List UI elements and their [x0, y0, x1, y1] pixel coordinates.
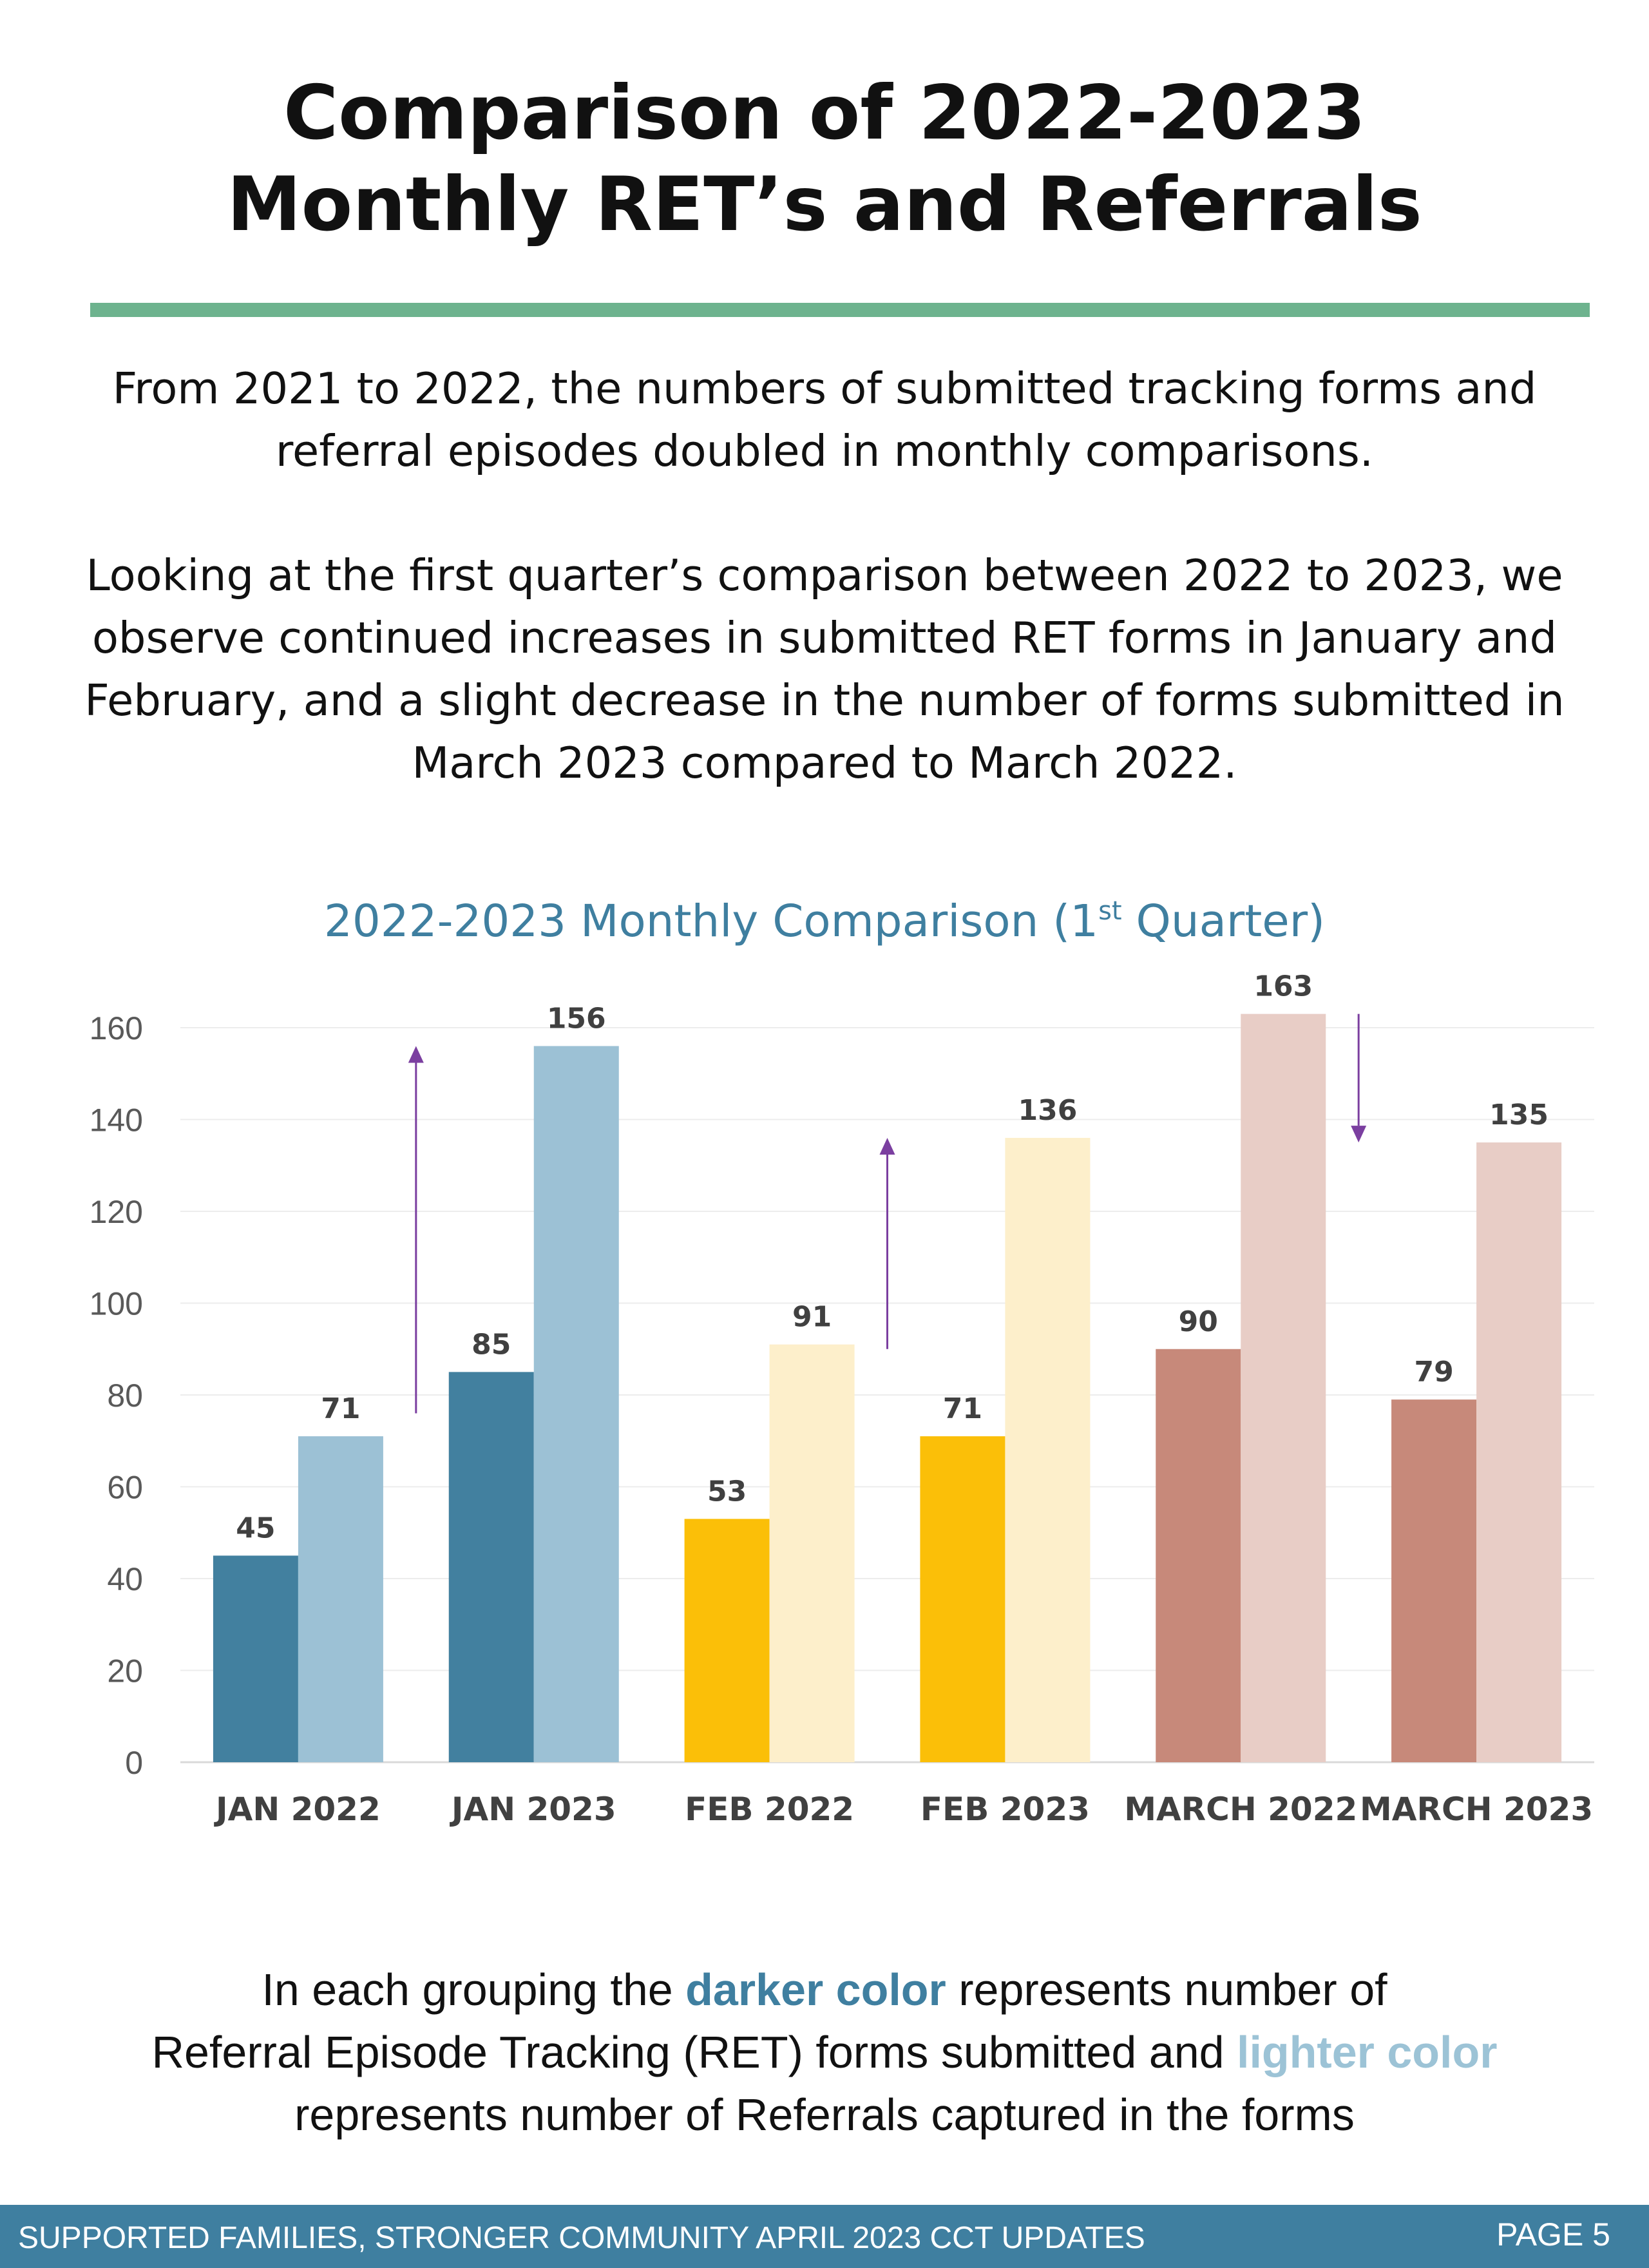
- note-line-3: represents number of Referrals captured …: [294, 2090, 1355, 2140]
- data-label: 71: [321, 1392, 360, 1425]
- y-tick-label: 40: [107, 1561, 143, 1597]
- data-label: 85: [472, 1328, 511, 1361]
- bar-referrals: [298, 1436, 383, 1762]
- intro-paragraph-1: From 2021 to 2022, the numbers of submit…: [58, 358, 1591, 483]
- bar-ret-forms: [213, 1555, 298, 1762]
- note-line-1-a: In each grouping the: [262, 1965, 686, 2015]
- note-lighter-color: lighter color: [1237, 2027, 1498, 2077]
- data-label: 79: [1414, 1356, 1453, 1389]
- chart-title-superscript: st: [1098, 896, 1122, 926]
- page-title: Comparison of 2022-2023 Monthly RET’s an…: [0, 68, 1649, 251]
- chart-title-end: Quarter): [1121, 896, 1326, 947]
- intro-p1-line-1: From 2021 to 2022, the numbers of submit…: [112, 363, 1537, 414]
- data-label: 156: [547, 1003, 606, 1035]
- bar-referrals: [533, 1046, 619, 1762]
- arrow-down-icon: [1351, 1126, 1367, 1143]
- note-line-1-c: represents number of: [946, 1965, 1387, 2015]
- x-tick-label: MARCH 2023: [1360, 1791, 1593, 1828]
- data-label: 163: [1253, 970, 1313, 1003]
- chart-title-main: 2022-2023 Monthly Comparison (1: [323, 896, 1099, 947]
- bar-ret-forms: [1391, 1399, 1477, 1762]
- y-tick-label: 160: [90, 1010, 143, 1046]
- y-tick-label: 120: [90, 1194, 143, 1230]
- footer-bar: SUPPORTED FAMILIES, STRONGER COMMUNITY A…: [0, 2205, 1649, 2268]
- bar-ret-forms: [448, 1372, 534, 1762]
- intro-p2-line-4: March 2023 compared to March 2022.: [412, 738, 1237, 788]
- title-line-1: Comparison of 2022-2023: [283, 70, 1366, 157]
- bar-referrals: [1476, 1142, 1562, 1762]
- x-tick-label: JAN 2023: [450, 1791, 616, 1828]
- x-tick-label: FEB 2022: [685, 1791, 854, 1828]
- title-divider: [90, 303, 1590, 317]
- title-line-2: Monthly RET’s and Referrals: [227, 161, 1422, 248]
- page-number: PAGE 5: [1496, 2216, 1610, 2253]
- data-label: 45: [236, 1512, 275, 1544]
- note-line-1: In each grouping the darker color repres…: [0, 1959, 1649, 2021]
- color-legend-note: In each grouping the darker color repres…: [0, 1959, 1649, 2146]
- chart-title: 2022-2023 Monthly Comparison (1st Quarte…: [0, 892, 1649, 950]
- arrow-up-icon: [879, 1138, 895, 1155]
- intro-paragraph-2: Looking at the first quarter’s compariso…: [58, 544, 1591, 794]
- data-label: 71: [943, 1392, 982, 1425]
- intro-p1-line-2: referral episodes doubled in monthly com…: [275, 426, 1374, 476]
- y-tick-label: 80: [107, 1378, 143, 1414]
- y-tick-label: 0: [125, 1745, 143, 1781]
- note-line-2: Referral Episode Tracking (RET) forms su…: [0, 2021, 1649, 2084]
- data-label: 90: [1179, 1305, 1218, 1338]
- x-tick-label: MARCH 2022: [1124, 1791, 1357, 1828]
- y-tick-label: 100: [90, 1286, 143, 1322]
- bar-referrals: [769, 1344, 855, 1762]
- note-darker-color: darker color: [685, 1965, 946, 2015]
- data-label: 136: [1018, 1094, 1077, 1127]
- y-tick-label: 60: [107, 1470, 143, 1506]
- bar-ret-forms: [920, 1436, 1006, 1762]
- x-tick-label: JAN 2022: [214, 1791, 381, 1828]
- bar-referrals: [1005, 1138, 1091, 1762]
- y-tick-label: 140: [90, 1102, 143, 1139]
- bar-ret-forms: [1156, 1349, 1241, 1762]
- data-label: 91: [792, 1301, 832, 1334]
- intro-p2-line-1: Looking at the first quarter’s compariso…: [86, 550, 1563, 601]
- intro-p2-line-2: observe continued increases in submitted…: [91, 613, 1558, 663]
- intro-p2-line-3: February, and a slight decrease in the n…: [84, 675, 1565, 726]
- y-tick-label: 20: [107, 1653, 143, 1689]
- bar-chart: 0 20 40 60 80 100 120 140 160 45 71 JAN 2022 85 156 JA…: [90, 970, 1594, 1828]
- bar-referrals: [1241, 1014, 1326, 1762]
- note-line-2-a: Referral Episode Tracking (RET) forms su…: [151, 2027, 1237, 2077]
- data-label: 53: [707, 1475, 747, 1508]
- data-label: 135: [1489, 1099, 1549, 1131]
- arrow-up-icon: [408, 1046, 424, 1063]
- bar-ret-forms: [684, 1519, 770, 1762]
- x-tick-label: FEB 2023: [920, 1791, 1090, 1828]
- footer-text: SUPPORTED FAMILIES, STRONGER COMMUNITY A…: [18, 2221, 1145, 2255]
